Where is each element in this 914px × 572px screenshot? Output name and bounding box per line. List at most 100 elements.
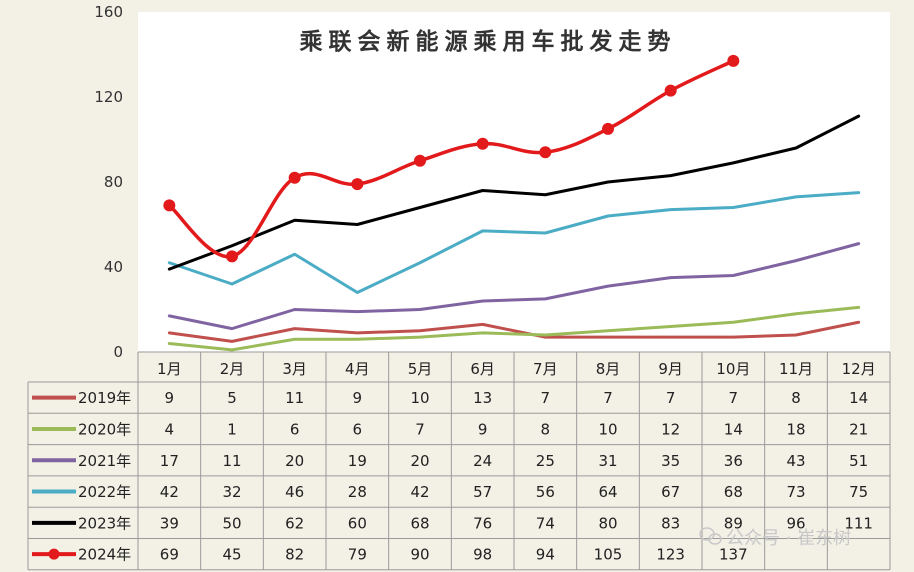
table-cell: 60 [348,514,367,532]
table-cell: 8 [791,389,801,407]
data-point [664,84,677,97]
table-cell: 21 [849,420,868,438]
table-cell: 9 [478,420,488,438]
series-line-2019年 [167,320,861,343]
table-cell: 79 [348,546,367,564]
data-point [288,171,301,184]
table-cell: 68 [410,514,429,532]
table-cell: 20 [410,452,429,470]
table-cell: 57 [473,483,492,501]
data-point [351,178,364,191]
table-cell: 35 [661,452,680,470]
x-tick-label: 6月 [470,360,495,378]
table-cell: 137 [719,546,748,564]
table-cell: 9 [353,389,363,407]
table-cell: 46 [285,483,304,501]
table-cell: 90 [410,546,429,564]
table-cell: 73 [786,483,805,501]
y-tick-label-120: 120 [94,88,123,106]
x-tick-label: 5月 [408,360,433,378]
series-line-2024年 [167,59,736,259]
x-tick-label: 2月 [220,360,245,378]
watermark: 公众号 · 崔东树 [699,527,851,549]
table-cell: 89 [724,514,743,532]
x-tick-label: 10月 [716,360,750,378]
table-cell: 123 [656,546,685,564]
x-tick-label: 1月 [157,360,182,378]
series-line-2020年 [167,305,861,352]
table-cell: 82 [285,546,304,564]
table-cell: 4 [165,420,175,438]
y-tick-label-0: 0 [113,343,123,361]
table-cell: 69 [160,546,179,564]
data-point [602,122,614,135]
table-cell: 51 [849,452,868,470]
table-cell: 7 [603,389,613,407]
table-cell: 56 [536,483,555,501]
table-cell: 45 [222,546,241,564]
table-cell: 39 [160,514,179,532]
table-cell: 94 [536,546,555,564]
category-labels: 1月 2月 3月 4月 5月 6月 7月 8月 9月 10月 11月 12月 [157,360,876,378]
data-table [27,351,891,571]
table-cell: 50 [222,514,241,532]
table-cell: 11 [222,452,241,470]
table-cell: 10 [598,420,617,438]
plot-area [138,12,890,352]
data-point [476,137,489,150]
table-cell: 24 [473,452,492,470]
table-cell: 14 [724,420,743,438]
chart-title: 乘联会新能源乘用车批发走势 [299,28,677,55]
series-line-2023年 [167,114,861,271]
series-line-2021年 [167,242,861,331]
table-cell: 105 [594,546,623,564]
table-cell: 6 [353,420,363,438]
table-cell: 1 [227,420,237,438]
table-cell: 7 [729,389,739,407]
x-tick-label: 3月 [282,360,307,378]
series-lines [163,54,861,352]
table-cell: 10 [410,389,429,407]
table-cell: 31 [598,452,617,470]
legend-label: 2024年 [78,546,131,564]
watermark-text: 公众号 · 崔东树 [726,528,851,549]
table-cell: 18 [786,420,805,438]
table-cell: 14 [849,389,868,407]
table-cell: 7 [541,389,551,407]
series-line-2022年 [167,191,861,294]
table-cell: 7 [415,420,425,438]
legend-label: 2023年 [78,514,131,532]
table-cell: 68 [724,483,743,501]
data-point [226,250,238,263]
legend-label: 2021年 [78,452,131,470]
table-cell: 17 [160,452,179,470]
table-cell: 98 [473,546,492,564]
table-cell: 8 [541,420,551,438]
table-cell: 25 [536,452,555,470]
table-cell: 5 [227,389,237,407]
x-tick-label: 4月 [345,360,370,378]
table-cell: 64 [598,483,617,501]
table-cell: 67 [661,483,680,501]
data-point [539,146,552,159]
table-cell: 42 [160,483,179,501]
legend-label: 2022年 [78,483,131,501]
x-tick-label: 9月 [658,360,683,378]
legend-label: 2019年 [78,389,131,407]
data-point [414,154,426,167]
table-cell: 62 [285,514,304,532]
data-point [727,54,740,67]
table-cell: 19 [348,452,367,470]
table-cell: 7 [666,389,676,407]
x-tick-label: 12月 [842,360,876,378]
data-point [163,199,176,212]
table-cell: 83 [661,514,680,532]
table-cell: 36 [724,452,743,470]
x-tick-label: 8月 [596,360,621,378]
y-tick-label-160: 160 [94,3,123,21]
table-cell: 76 [473,514,492,532]
table-cell: 75 [849,483,868,501]
y-axis: 0 40 80 120 160 [94,3,123,361]
